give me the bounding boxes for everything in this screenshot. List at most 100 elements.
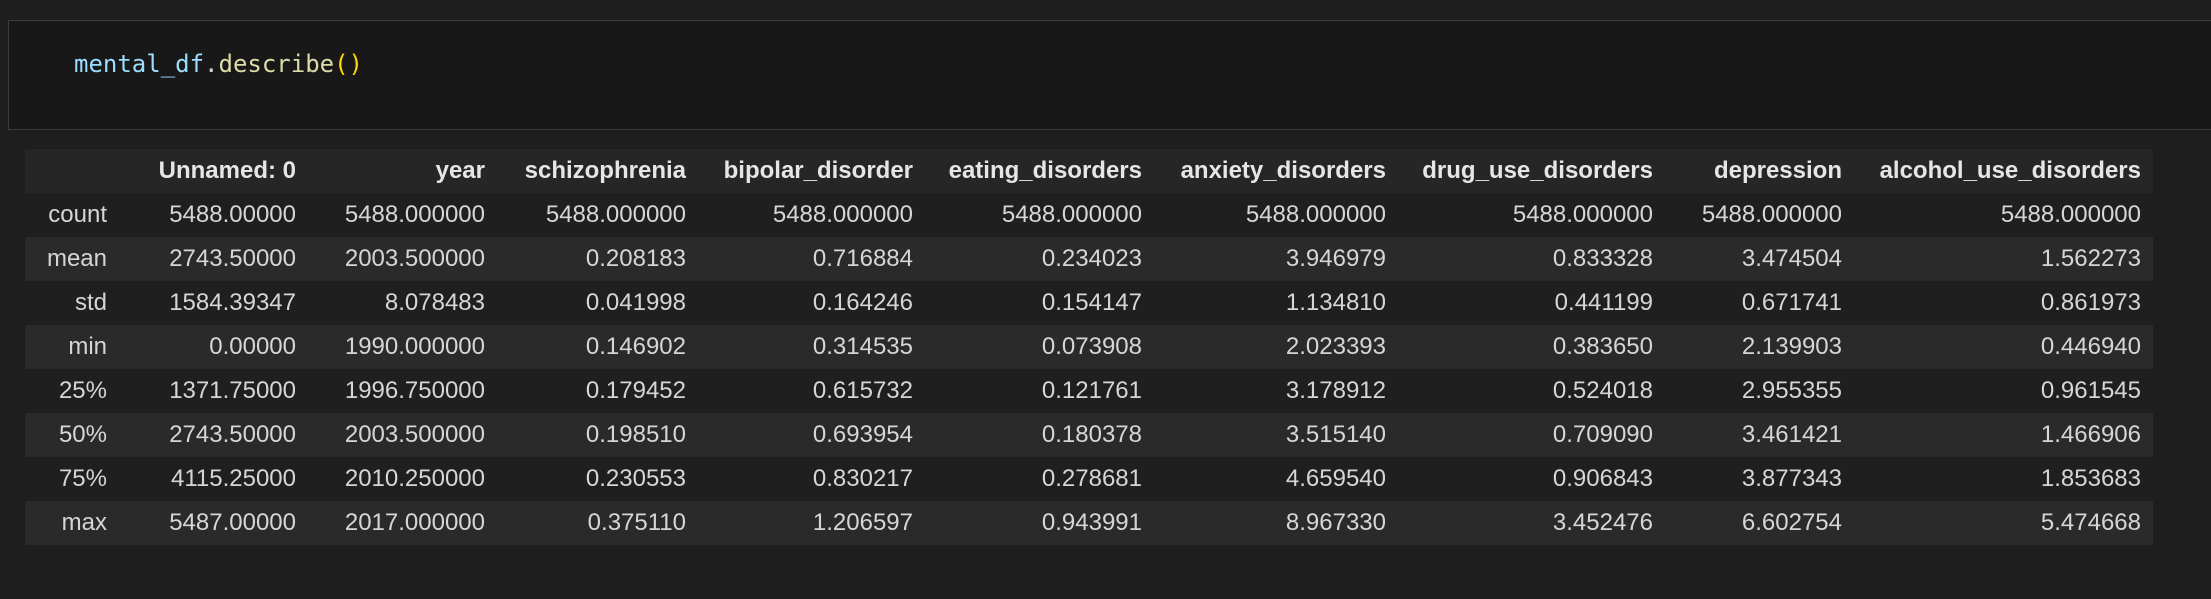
table-cell: 0.833328 — [1552, 245, 1653, 272]
table-cell: 0.906843 — [1552, 465, 1653, 492]
table-cell: 0.234023 — [1041, 245, 1142, 272]
table-cell: 5488.000000 — [1701, 201, 1842, 228]
table-cell: 0.121761 — [1041, 377, 1142, 404]
table-cell: 2.955355 — [1741, 377, 1842, 404]
table-cell: 2743.50000 — [169, 421, 296, 448]
table-cell: 1371.75000 — [169, 377, 296, 404]
table-cell: 2010.250000 — [344, 465, 485, 492]
table-cell: 0.146902 — [585, 333, 686, 360]
table-cell: 0.154147 — [1041, 289, 1142, 316]
table-cell: 5488.000000 — [772, 201, 913, 228]
row-label: 75% — [58, 465, 107, 492]
table-cell: 0.615732 — [812, 377, 913, 404]
table-cell: 0.693954 — [812, 421, 913, 448]
row-label: min — [68, 333, 107, 360]
table-cell: 2003.500000 — [344, 245, 485, 272]
table-cell: 1.134810 — [1285, 289, 1386, 316]
table-cell: 8.078483 — [384, 289, 485, 316]
table-cell: 1.853683 — [2040, 465, 2141, 492]
table-cell: 0.00000 — [209, 333, 296, 360]
table-cell: 2017.000000 — [344, 509, 485, 536]
table-cell: 0.208183 — [585, 245, 686, 272]
table-row: count 5488.00000 5488.000000 5488.000000 548… — [25, 193, 2153, 237]
table-cell: 0.524018 — [1552, 377, 1653, 404]
code-variable: mental_df — [74, 50, 205, 78]
code-line[interactable]: mental_df.describe() — [74, 47, 363, 81]
code-method: describe — [218, 50, 335, 78]
describe-table: Unnamed: 0 year schizophrenia bipolar_di… — [25, 149, 2153, 545]
column-header: Unnamed: 0 — [119, 149, 308, 193]
table-row: max 5487.00000 2017.000000 0.375110 1.206597… — [25, 501, 2153, 545]
row-label: 25% — [58, 377, 107, 404]
table-cell: 5488.00000 — [169, 201, 296, 228]
table-row: 25% 1371.75000 1996.750000 0.179452 0.615732… — [25, 369, 2153, 413]
table-cell: 5488.000000 — [1512, 201, 1653, 228]
table-cell: 0.314535 — [812, 333, 913, 360]
code-dot: . — [204, 50, 219, 78]
table-cell: 6.602754 — [1741, 509, 1842, 536]
cell-output: Unnamed: 0 year schizophrenia bipolar_di… — [25, 149, 2153, 545]
table-cell: 0.709090 — [1552, 421, 1653, 448]
row-label: std — [74, 289, 107, 316]
table-cell: 4.659540 — [1285, 465, 1386, 492]
table-cell: 0.073908 — [1041, 333, 1142, 360]
table-cell: 3.877343 — [1741, 465, 1842, 492]
table-cell: 1.466906 — [2040, 421, 2141, 448]
row-label: mean — [46, 245, 107, 272]
table-cell: 5487.00000 — [169, 509, 296, 536]
table-header: Unnamed: 0 year schizophrenia bipolar_di… — [25, 149, 2153, 193]
table-cell: 0.375110 — [587, 509, 686, 536]
table-cell: 1996.750000 — [344, 377, 485, 404]
table-cell: 0.230553 — [585, 465, 686, 492]
table-cell: 0.830217 — [812, 465, 913, 492]
table-row: 50% 2743.50000 2003.500000 0.198510 0.693954… — [25, 413, 2153, 457]
table-cell: 0.383650 — [1552, 333, 1653, 360]
row-label: max — [61, 509, 107, 536]
table-cell: 0.278681 — [1041, 465, 1142, 492]
index-header — [25, 149, 119, 193]
column-header: year — [308, 149, 497, 193]
table-cell: 0.671741 — [1741, 289, 1842, 316]
table-cell: 2003.500000 — [344, 421, 485, 448]
table-cell: 0.446940 — [2040, 333, 2141, 360]
table-row: min 0.00000 1990.000000 0.146902 0.314535 0.0… — [25, 325, 2153, 369]
column-header: drug_use_disorders — [1398, 149, 1665, 193]
table-cell: 1.206597 — [812, 509, 913, 536]
code-cell[interactable]: mental_df.describe() — [8, 20, 2211, 130]
table-cell: 3.474504 — [1741, 245, 1842, 272]
table-cell: 0.943991 — [1041, 509, 1142, 536]
table-cell: 0.716884 — [812, 245, 913, 272]
table-cell: 0.441199 — [1554, 289, 1653, 316]
table-cell: 5488.000000 — [1245, 201, 1386, 228]
table-cell: 2.023393 — [1285, 333, 1386, 360]
row-label: 50% — [58, 421, 107, 448]
table-cell: 3.178912 — [1285, 377, 1386, 404]
table-cell: 5488.000000 — [344, 201, 485, 228]
column-header: alcohol_use_disorders — [1854, 149, 2153, 193]
table-cell: 2743.50000 — [169, 245, 296, 272]
column-header: depression — [1665, 149, 1854, 193]
column-header: anxiety_disorders — [1154, 149, 1398, 193]
table-cell: 0.164246 — [812, 289, 913, 316]
table-cell: 0.861973 — [2040, 289, 2141, 316]
table-cell: 2.139903 — [1741, 333, 1842, 360]
table-cell: 0.041998 — [585, 289, 686, 316]
column-header: schizophrenia — [497, 149, 698, 193]
table-cell: 1990.000000 — [344, 333, 485, 360]
column-header: bipolar_disorder — [698, 149, 925, 193]
table-cell: 5.474668 — [2040, 509, 2141, 536]
table-cell: 0.961545 — [2040, 377, 2141, 404]
table-cell: 1584.39347 — [169, 289, 296, 316]
header-row: Unnamed: 0 year schizophrenia bipolar_di… — [25, 149, 2153, 193]
table-row: std 1584.39347 8.078483 0.041998 0.164246 0.1… — [25, 281, 2153, 325]
table-cell: 0.198510 — [585, 421, 686, 448]
column-header: eating_disorders — [925, 149, 1154, 193]
table-cell: 0.179452 — [585, 377, 686, 404]
table-cell: 3.515140 — [1285, 421, 1386, 448]
row-label: count — [48, 201, 107, 228]
table-body: count 5488.00000 5488.000000 5488.000000 548… — [25, 193, 2153, 545]
table-cell: 1.562273 — [2040, 245, 2141, 272]
table-cell: 5488.000000 — [545, 201, 686, 228]
table-cell: 4115.25000 — [170, 465, 296, 492]
